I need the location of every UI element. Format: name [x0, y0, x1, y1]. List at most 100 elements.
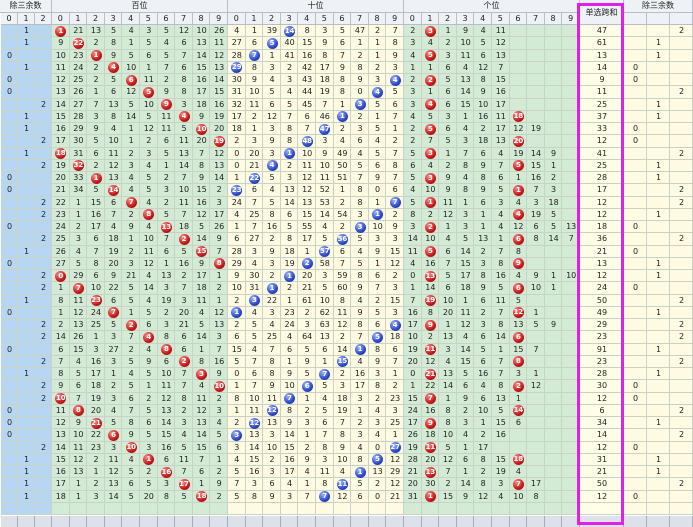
cell-value: 2	[216, 185, 222, 195]
red-ball-marker: 3	[424, 172, 436, 184]
grid-cell	[18, 74, 35, 87]
cell-value: 4	[463, 173, 469, 182]
cell-value: 7	[533, 344, 539, 354]
red-ball-marker: 4	[424, 99, 436, 111]
grid-cell	[624, 98, 647, 111]
cell-value: 14	[460, 344, 471, 354]
grid-cell	[228, 502, 246, 515]
cell-value: 18	[55, 491, 66, 501]
grid-cell	[1, 282, 18, 295]
grid-cell	[298, 25, 316, 38]
grid-cell	[562, 282, 580, 295]
cell-value: 5	[146, 185, 152, 195]
grid-cell	[35, 98, 52, 111]
grid-cell	[624, 368, 647, 381]
grid-cell	[624, 404, 647, 417]
cell-value: 13	[442, 332, 454, 342]
grid-cell	[18, 380, 35, 393]
cell-value: 0	[6, 173, 13, 182]
cell-value: 0	[375, 442, 381, 452]
cell-value: 15	[460, 99, 471, 109]
cell-value: 7	[181, 173, 187, 182]
cell-value: 12	[530, 381, 542, 391]
cell-value: 11	[178, 454, 190, 464]
grid-cell	[35, 343, 52, 356]
grid-cell	[87, 61, 105, 74]
cell-value: 8	[480, 173, 486, 182]
cell-value: 18	[390, 332, 401, 342]
cell-value: 7	[251, 197, 257, 207]
cell-value: 7	[181, 467, 187, 476]
cell-value: 28	[407, 454, 418, 464]
cell-value: 2	[678, 87, 685, 97]
cell-value: 2	[40, 271, 47, 280]
cell-value: 5	[111, 26, 117, 35]
cell-value: 20	[178, 307, 190, 317]
grid-cell	[333, 98, 352, 111]
cell-value: 6	[533, 222, 539, 231]
cell-value: 26	[407, 430, 418, 440]
cell-value: 1	[655, 111, 662, 121]
grid-cell	[456, 25, 475, 38]
cell-value: 6	[445, 62, 451, 72]
cell-value: 6	[163, 454, 169, 464]
cell-value: 21	[55, 185, 66, 195]
red-ball-marker: 6	[512, 233, 524, 245]
grid-cell	[52, 37, 70, 50]
cell-value: 2	[40, 356, 47, 366]
cell-value: 10	[196, 26, 207, 35]
grid-cell	[670, 453, 693, 466]
cell-value: 10	[266, 442, 278, 452]
red-ball-marker: 10	[196, 123, 208, 135]
cell-value: 3	[111, 442, 117, 452]
cell-value: 14	[407, 234, 418, 244]
cell-value: 3	[463, 136, 469, 146]
cell-value: 13	[495, 50, 506, 60]
grid-cell	[670, 208, 693, 221]
grid-cell	[439, 86, 457, 99]
footer-cell	[298, 516, 316, 527]
grid-cell	[404, 86, 422, 99]
footer-cell	[52, 516, 70, 527]
cell-value: 2	[163, 75, 169, 84]
grid-cell	[52, 98, 70, 111]
cell-value: 12	[214, 50, 225, 60]
cell-value: 6	[357, 491, 363, 501]
grid-cell	[18, 404, 35, 417]
grid-cell	[624, 453, 647, 466]
cell-value: 2	[392, 381, 398, 391]
footer-cell	[474, 516, 492, 527]
cell-value: 11	[319, 173, 330, 182]
red-ball-marker: 16	[160, 466, 172, 478]
cell-value: 15	[196, 442, 207, 452]
grid-cell	[1, 208, 18, 221]
cell-value: 2	[40, 160, 47, 170]
column-header: 4	[122, 13, 140, 25]
cell-value: 3	[163, 479, 169, 489]
cell-value: 7	[568, 234, 574, 244]
cell-value: 60	[337, 283, 348, 293]
cell-value: 6	[480, 356, 486, 366]
cell-value: 14	[442, 381, 454, 391]
grid-cell	[492, 49, 510, 62]
cell-value: 8	[498, 258, 504, 268]
cell-value: 6	[322, 344, 328, 354]
cell-value: 28	[231, 50, 242, 60]
cell-value: 4	[463, 332, 469, 342]
grid-cell	[175, 61, 193, 74]
grid-cell	[1, 196, 18, 209]
grid-cell	[624, 257, 647, 270]
grid-cell	[404, 37, 422, 50]
cell-value: 2	[551, 173, 557, 182]
grid-cell	[316, 25, 334, 38]
cell-value: 4	[287, 332, 293, 342]
cell-value: 9	[392, 222, 398, 231]
cell-value: 1	[111, 369, 117, 378]
cell-value: 11	[143, 75, 154, 84]
grid-cell	[647, 294, 670, 307]
grid-cell	[35, 417, 52, 430]
cell-value: 26	[55, 246, 66, 256]
grid-cell	[1, 110, 18, 123]
grid-cell	[624, 147, 647, 160]
cell-value: 3	[269, 124, 275, 133]
